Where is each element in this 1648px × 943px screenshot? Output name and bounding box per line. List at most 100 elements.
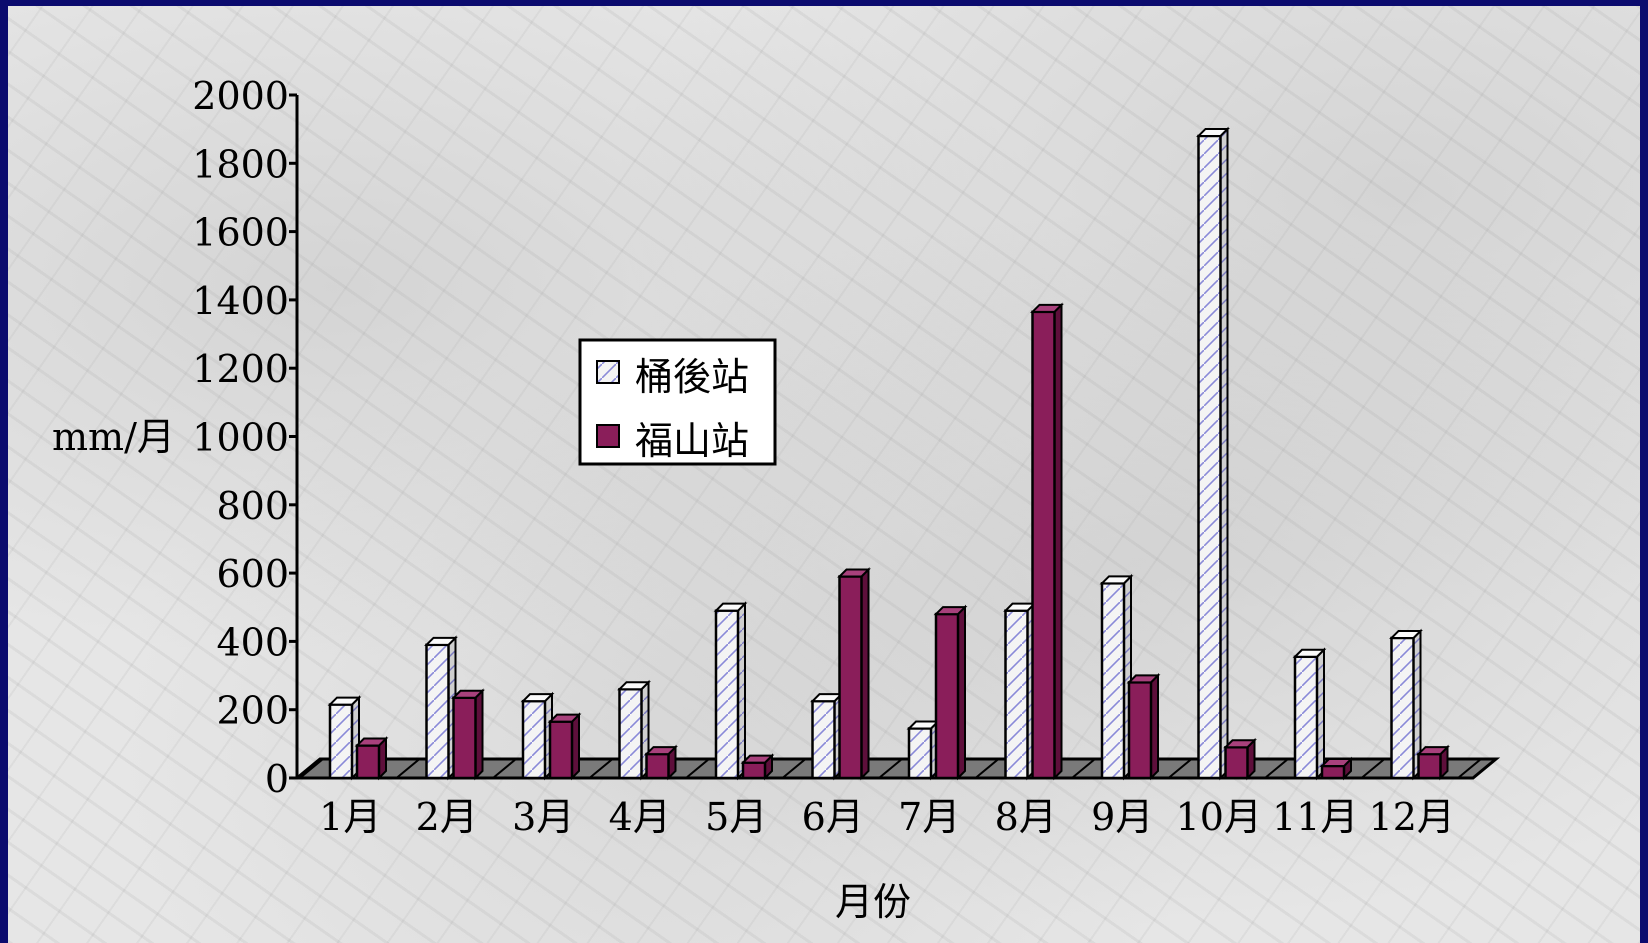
legend-swatch-series1 [596, 360, 620, 384]
bar-top-face [1126, 674, 1161, 684]
y-axis-title: mm/月 [52, 415, 175, 459]
bar-series2-1 [354, 736, 389, 781]
bar-front-face [425, 643, 450, 780]
bar-front-face [1224, 746, 1249, 780]
bar-series1-7 [906, 719, 941, 781]
bar-series1-1 [327, 695, 362, 781]
bar-series2-5 [740, 753, 775, 781]
bar-series1-10 [1196, 126, 1230, 781]
floor-gridline [299, 758, 324, 779]
x-tick-label: 11月 [1272, 795, 1358, 839]
floor-gridline [878, 758, 903, 779]
bar-series2-7 [933, 604, 968, 781]
y-tick-label: 600 [216, 552, 289, 596]
x-axis-title: 月份 [835, 880, 911, 924]
floor-gridline [1457, 758, 1482, 779]
bar-top-face [1196, 127, 1230, 137]
x-tick-label: 10月 [1176, 795, 1262, 839]
bar-front-face [452, 696, 477, 780]
bar-front-face [1417, 752, 1442, 780]
chart-floor [292, 757, 1501, 780]
y-tick-label: 1800 [192, 142, 289, 186]
bar-front-face [1320, 764, 1346, 780]
bar-top-face [354, 737, 389, 747]
bar-top-face [1416, 746, 1450, 756]
x-axis-labels: 1月 2月 3月 4月 5月 6月 7月 8月 9月 10月 11月 12月 [319, 795, 1455, 839]
legend-label-series1: 桶後站 [635, 355, 749, 399]
legend-swatch-series2 [596, 424, 620, 448]
x-tick-label: 7月 [898, 795, 960, 839]
bar-series2-2 [451, 688, 485, 781]
floor-gridline [395, 758, 421, 779]
bar-series1-5 [713, 601, 748, 781]
x-tick-label: 5月 [705, 795, 767, 839]
bar-top-face [617, 681, 651, 691]
bar-top-face [713, 602, 748, 612]
chart-background [8, 6, 1640, 943]
bar-series1-6 [810, 691, 844, 781]
bar-top-face [1319, 758, 1354, 768]
bar-series2-8 [1030, 302, 1064, 781]
floor-gridline [685, 758, 710, 779]
bar-top-face [1389, 629, 1423, 639]
bars [327, 126, 1450, 781]
bar-series2-3 [547, 712, 582, 781]
bar-front-face [741, 761, 767, 780]
bar-front-face [1004, 609, 1029, 780]
bar-top-face [1223, 739, 1257, 749]
y-axis: 0 200 400 600 800 1000 1200 1400 1600 1800 2000 [192, 74, 299, 801]
bar-top-face [740, 754, 775, 764]
y-tick-label: 1200 [192, 347, 289, 391]
y-tick-label: 800 [216, 484, 289, 528]
y-tick-label: 1600 [192, 211, 289, 255]
floor-gridline [1167, 758, 1193, 779]
bar-top-face [327, 696, 362, 706]
bar-front-face [355, 744, 381, 780]
bar-series1-9 [1099, 573, 1134, 781]
bar-front-face [521, 699, 547, 780]
bar-top-face [1099, 575, 1134, 585]
floor-gridline [974, 758, 1000, 779]
bar-front-face [618, 687, 643, 780]
bar-front-face [1390, 636, 1415, 780]
bar-front-face [1031, 310, 1056, 780]
bar-front-face [811, 699, 836, 780]
x-tick-label: 12月 [1369, 795, 1455, 839]
bar-front-face [1197, 134, 1222, 780]
y-tick-label: 2000 [192, 74, 289, 118]
bar-series1-2 [424, 635, 458, 781]
bar-series1-8 [1003, 601, 1037, 781]
bar-series1-12 [1389, 628, 1423, 781]
bar-series1-11 [1292, 647, 1327, 781]
bar-series2-11 [1319, 756, 1354, 781]
x-tick-label: 6月 [802, 795, 864, 839]
y-tick-label: 200 [216, 689, 289, 733]
bar-front-face [1100, 582, 1126, 780]
bar-series2-9 [1126, 672, 1161, 781]
floor-gridline [492, 758, 517, 779]
bar-top-face [1292, 648, 1327, 658]
x-tick-label: 4月 [609, 795, 671, 839]
x-tick-label: 9月 [1091, 795, 1153, 839]
bar-top-face [520, 693, 555, 703]
legend-label-series2: 福山站 [635, 419, 749, 463]
bar-series2-6 [837, 567, 871, 781]
bar-front-face [1293, 655, 1319, 780]
floor-gridline [1360, 758, 1386, 779]
floor-gridline [588, 758, 614, 779]
legend: 桶後站 福山站 [578, 338, 777, 466]
bar-top-face [1030, 303, 1064, 313]
y-tick-label: 1400 [192, 279, 289, 323]
bar-series2-10 [1223, 737, 1257, 781]
x-tick-label: 1月 [319, 795, 381, 839]
bar-front-face [838, 575, 863, 780]
y-tick-label: 400 [216, 620, 289, 664]
bar-series2-12 [1416, 744, 1450, 781]
bar-front-face [548, 720, 574, 780]
bar-front-face [1127, 681, 1153, 780]
bar-series2-4 [644, 744, 678, 781]
y-tick-label: 1000 [192, 416, 289, 460]
bar-front-face [328, 703, 354, 780]
bar-series1-4 [617, 679, 651, 781]
